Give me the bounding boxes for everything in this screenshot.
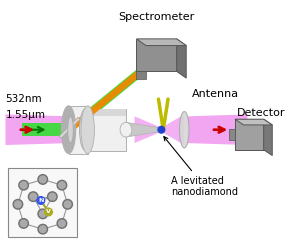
Polygon shape (137, 71, 146, 79)
Polygon shape (5, 114, 69, 145)
Polygon shape (22, 123, 69, 136)
Text: Detector: Detector (236, 107, 285, 118)
Circle shape (20, 182, 27, 188)
Polygon shape (235, 119, 272, 125)
Ellipse shape (79, 109, 92, 151)
Circle shape (29, 192, 38, 202)
Circle shape (63, 200, 72, 209)
Text: Spectrometer: Spectrometer (118, 12, 195, 22)
Polygon shape (69, 106, 88, 154)
Polygon shape (67, 67, 145, 133)
Polygon shape (137, 39, 177, 71)
Circle shape (48, 192, 57, 202)
Text: N: N (38, 198, 43, 203)
Circle shape (58, 220, 65, 227)
Polygon shape (229, 129, 235, 140)
Polygon shape (126, 122, 160, 137)
Circle shape (38, 209, 48, 219)
Circle shape (58, 182, 65, 188)
Polygon shape (86, 109, 126, 151)
Circle shape (20, 220, 27, 227)
Text: 532nm: 532nm (5, 94, 42, 104)
Polygon shape (134, 116, 161, 143)
Polygon shape (59, 117, 80, 138)
Text: 1.55μm: 1.55μm (5, 110, 46, 120)
Circle shape (39, 176, 46, 183)
Ellipse shape (179, 112, 189, 148)
Polygon shape (235, 119, 264, 150)
Circle shape (15, 201, 21, 208)
Polygon shape (86, 109, 126, 116)
Text: Antenna: Antenna (192, 89, 239, 99)
Circle shape (45, 208, 52, 216)
Circle shape (13, 200, 23, 209)
Circle shape (57, 219, 67, 228)
Circle shape (19, 219, 29, 228)
Circle shape (39, 226, 46, 232)
Polygon shape (137, 39, 186, 45)
Circle shape (37, 197, 45, 204)
Ellipse shape (120, 122, 132, 137)
Polygon shape (187, 114, 247, 145)
Text: V: V (46, 209, 51, 214)
Ellipse shape (81, 106, 94, 154)
Circle shape (19, 180, 29, 190)
FancyBboxPatch shape (8, 168, 77, 237)
Circle shape (64, 201, 71, 208)
Polygon shape (177, 39, 186, 78)
Circle shape (57, 180, 67, 190)
Circle shape (38, 175, 48, 184)
Ellipse shape (68, 116, 73, 143)
Polygon shape (161, 114, 184, 145)
Circle shape (39, 210, 46, 217)
Polygon shape (67, 68, 144, 132)
Circle shape (38, 224, 48, 234)
Ellipse shape (61, 106, 76, 154)
Text: A levitated
nanodiamond: A levitated nanodiamond (164, 137, 238, 197)
Polygon shape (264, 119, 272, 156)
Circle shape (49, 193, 56, 200)
Circle shape (30, 193, 37, 200)
Circle shape (158, 126, 165, 133)
